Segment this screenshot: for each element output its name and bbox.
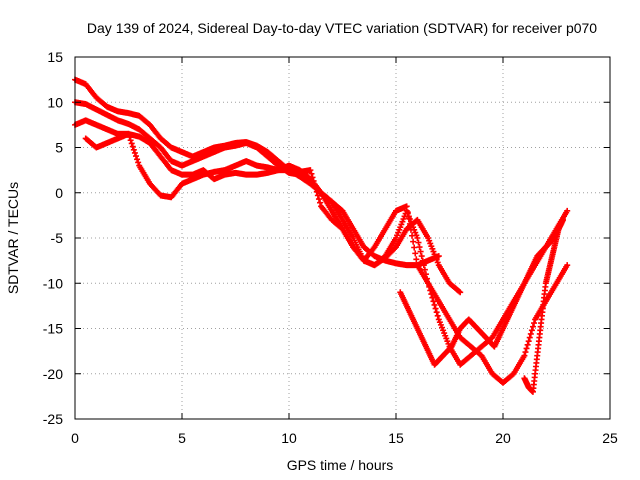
x-axis-label: GPS time / hours bbox=[287, 457, 394, 473]
data-point bbox=[127, 137, 134, 144]
data-point bbox=[564, 207, 571, 214]
data-point bbox=[526, 334, 533, 341]
data-point bbox=[135, 159, 142, 166]
data-point bbox=[126, 134, 133, 141]
data-point bbox=[426, 283, 433, 290]
x-tick-label: 15 bbox=[388, 430, 404, 446]
data-point bbox=[421, 266, 428, 273]
data-series bbox=[72, 76, 571, 395]
axis-ticks: 0 5 10 15 20 25 15 10 5 0 -5 -10 -15 -20 -25 bbox=[43, 49, 618, 446]
data-point bbox=[420, 262, 427, 269]
data-point bbox=[314, 192, 321, 199]
data-point bbox=[413, 256, 420, 263]
data-point bbox=[422, 271, 429, 278]
y-tick-label: -5 bbox=[51, 230, 64, 246]
data-point bbox=[521, 352, 528, 359]
data-point bbox=[419, 257, 426, 264]
data-point bbox=[312, 185, 319, 192]
y-tick-label: 15 bbox=[47, 49, 63, 65]
data-point bbox=[457, 289, 464, 296]
data-point bbox=[523, 345, 530, 352]
x-tick-label: 0 bbox=[71, 430, 79, 446]
data-point bbox=[432, 305, 439, 312]
y-axis-label: SDTVAR / TECUs bbox=[5, 182, 21, 294]
data-point bbox=[418, 253, 425, 260]
y-tick-label: -15 bbox=[43, 321, 63, 337]
data-point bbox=[429, 294, 436, 301]
data-point bbox=[527, 330, 534, 337]
data-point bbox=[430, 298, 437, 305]
data-point bbox=[564, 262, 571, 269]
data-point bbox=[427, 287, 434, 294]
data-point bbox=[132, 153, 139, 160]
x-tick-label: 10 bbox=[281, 430, 297, 446]
y-tick-label: -10 bbox=[43, 275, 63, 291]
y-tick-label: -25 bbox=[43, 411, 63, 427]
y-tick-label: -20 bbox=[43, 366, 63, 382]
y-tick-label: 0 bbox=[55, 185, 63, 201]
data-point bbox=[414, 235, 421, 241]
series-track-6 bbox=[521, 216, 566, 395]
data-point bbox=[415, 239, 422, 246]
data-point bbox=[424, 275, 431, 282]
chart-title: Day 139 of 2024, Sidereal Day-to-day VTE… bbox=[87, 20, 597, 36]
data-point bbox=[131, 149, 138, 156]
data-point bbox=[128, 140, 135, 147]
data-point bbox=[425, 280, 432, 287]
data-point bbox=[524, 341, 531, 348]
data-point bbox=[525, 338, 532, 345]
data-point bbox=[315, 196, 322, 203]
data-point bbox=[130, 146, 137, 153]
data-point bbox=[411, 244, 418, 251]
data-point bbox=[433, 309, 440, 316]
x-tick-label: 5 bbox=[178, 430, 186, 446]
y-tick-label: 5 bbox=[55, 140, 63, 156]
data-point bbox=[417, 248, 424, 255]
data-point bbox=[435, 253, 442, 260]
data-point bbox=[528, 327, 535, 334]
data-point bbox=[522, 349, 529, 356]
data-point bbox=[559, 216, 566, 223]
data-point bbox=[310, 177, 317, 184]
series-track-4 bbox=[82, 130, 571, 368]
data-point bbox=[416, 244, 423, 251]
data-point bbox=[531, 320, 538, 327]
data-point bbox=[412, 250, 419, 257]
data-point bbox=[308, 170, 315, 177]
data-point bbox=[410, 238, 417, 245]
data-point bbox=[529, 323, 536, 330]
data-point bbox=[317, 199, 324, 206]
y-tick-label: 10 bbox=[47, 94, 63, 110]
data-point bbox=[456, 288, 463, 295]
data-point bbox=[311, 181, 318, 188]
data-point bbox=[129, 143, 136, 150]
data-point bbox=[134, 156, 141, 163]
x-tick-label: 25 bbox=[602, 430, 618, 446]
x-tick-label: 20 bbox=[495, 430, 511, 446]
data-point bbox=[431, 301, 438, 308]
data-point bbox=[313, 188, 320, 195]
data-point bbox=[309, 174, 316, 181]
data-point bbox=[307, 167, 314, 174]
data-point bbox=[125, 130, 132, 137]
data-point bbox=[428, 291, 435, 298]
data-point bbox=[434, 312, 441, 319]
